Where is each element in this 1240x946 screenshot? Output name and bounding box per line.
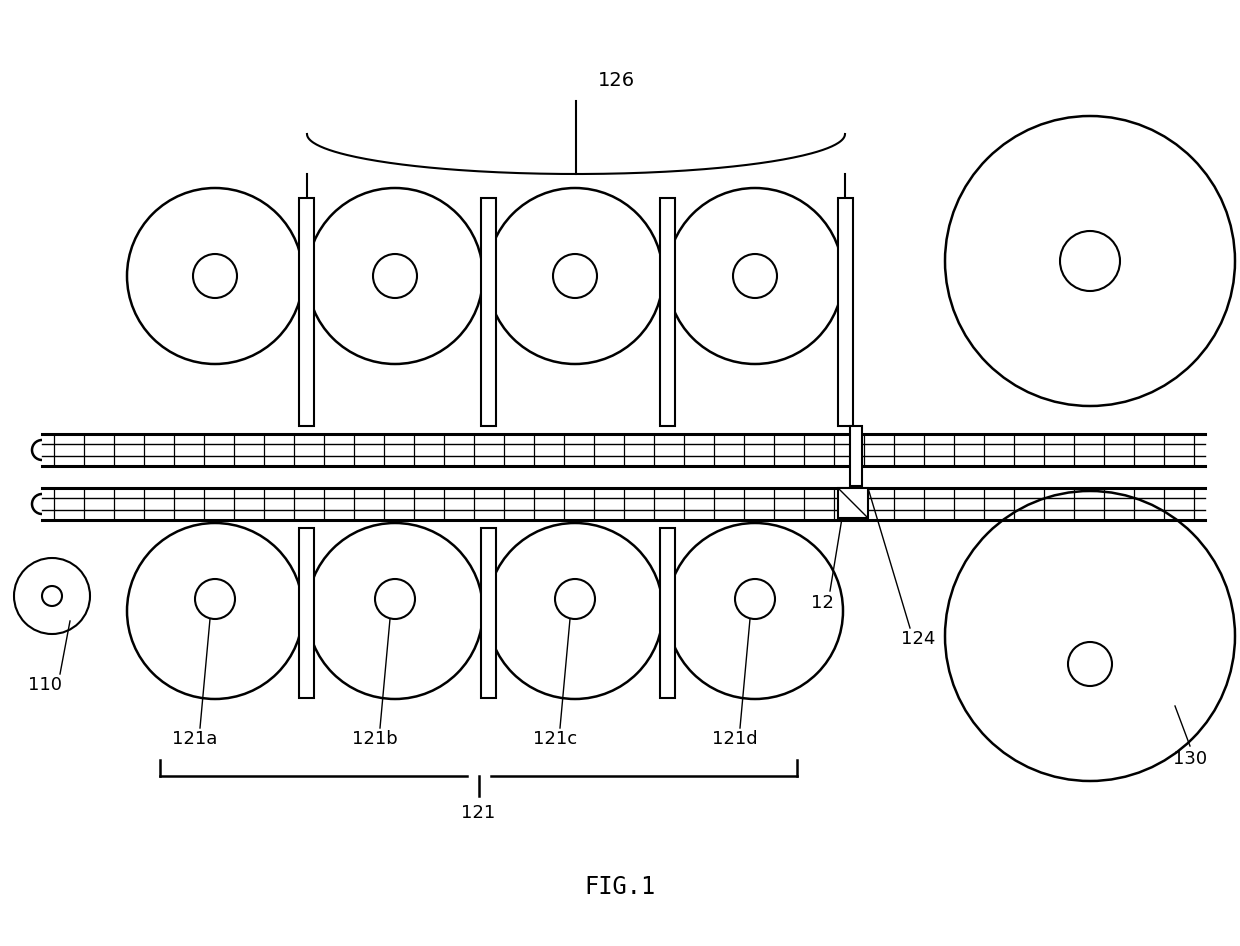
Bar (300, 528, 315, 698)
Bar (481, 528, 496, 698)
Text: 121d: 121d (712, 730, 758, 748)
Bar (481, 198, 496, 426)
Text: 12: 12 (811, 594, 833, 612)
Bar (837, 198, 853, 426)
Bar (660, 528, 675, 698)
Bar (300, 198, 315, 426)
Text: 126: 126 (598, 71, 635, 90)
Text: 124: 124 (900, 630, 935, 648)
Text: 121c: 121c (533, 730, 577, 748)
Text: FIG.1: FIG.1 (584, 875, 656, 899)
Text: 110: 110 (29, 676, 62, 694)
Text: 121b: 121b (352, 730, 398, 748)
Bar (849, 426, 862, 486)
Bar (660, 198, 675, 426)
Text: 121a: 121a (172, 730, 218, 748)
Bar (838, 488, 868, 518)
Text: 121: 121 (461, 804, 496, 822)
Text: 130: 130 (1173, 750, 1207, 768)
